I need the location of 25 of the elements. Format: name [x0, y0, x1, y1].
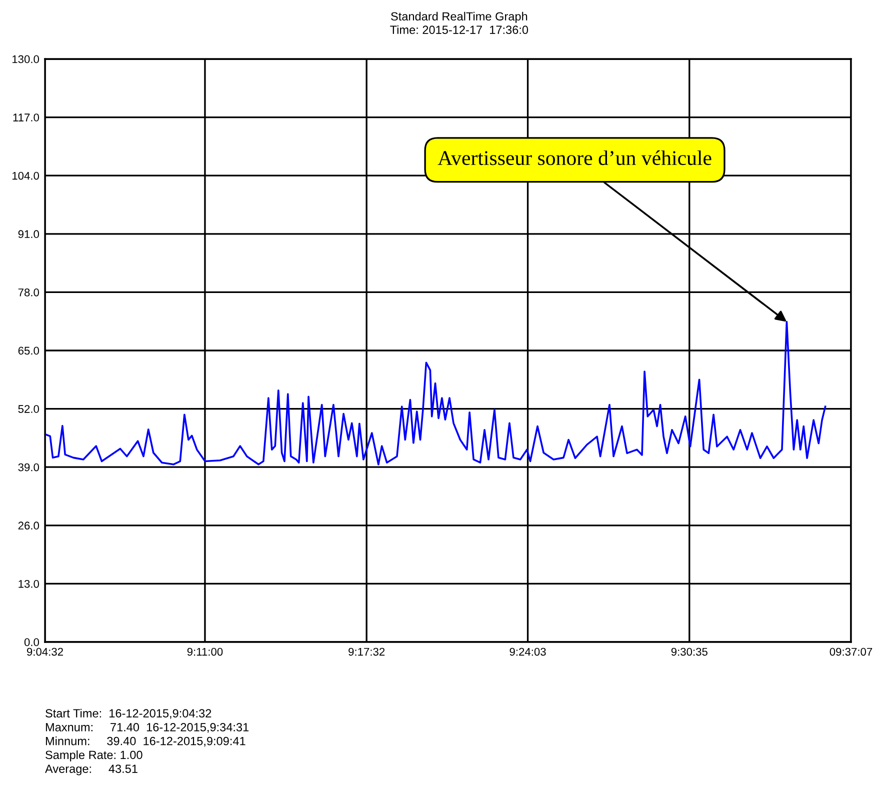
y-tick-label: 130.0 [12, 55, 40, 64]
x-tick-label: 9:30:35 [671, 648, 708, 656]
text: Sample Rate: 1.00 [46, 750, 142, 762]
annotation: Avertisseur sonore d’un véhicule [438, 150, 712, 166]
y-tick-label: 65.0 [18, 346, 40, 355]
text: Average: 43.51 [45, 764, 138, 776]
y-tick-label: 78.0 [18, 288, 40, 296]
text: Start Time: 16-12-2015,9:04:32 [46, 708, 212, 719]
x-tick-label: 9:04:32 [26, 648, 63, 656]
y-tick-label: 13.0 [18, 580, 40, 588]
y-tick-label: 39.0 [18, 463, 40, 472]
y-tick-label: 0.0 [24, 638, 40, 646]
x-tick-label: 9:11:00 [187, 648, 223, 656]
y-tick-label: 52.0 [18, 405, 40, 413]
text: Minnum: 39.40 16-12-2015,9:09:41 [46, 736, 246, 747]
y-tick-label: 91.0 [18, 230, 40, 238]
chart-title: Standard RealTime Graph [391, 12, 528, 23]
y-tick-label: 26.0 [18, 522, 40, 530]
x-tick-label: 9:24:03 [510, 648, 546, 656]
y-tick-label: 117.0 [13, 114, 40, 122]
text: Maxnum: 71.40 16-12-2015,9:34:31 [46, 723, 249, 733]
y-tick-label: 104.0 [12, 172, 40, 180]
chart-subtitle: Time: 2015-12-17 17:36:0 [390, 25, 528, 34]
x-tick-label: 9:17:32 [348, 648, 385, 656]
x-tick-label: 09:37:07 [830, 648, 872, 656]
